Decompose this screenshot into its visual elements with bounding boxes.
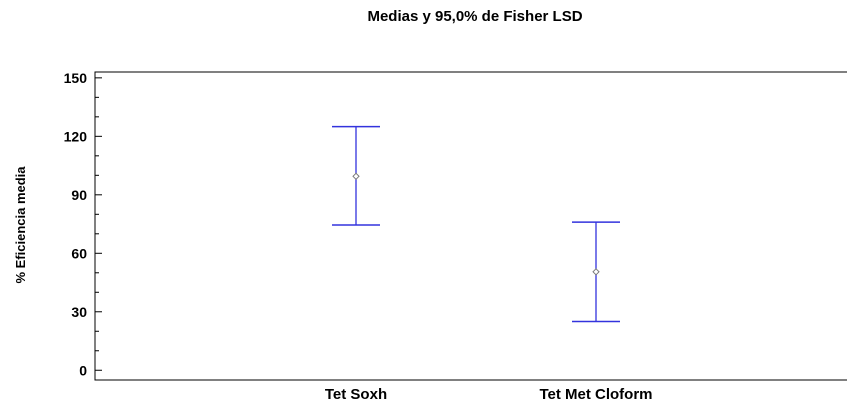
y-tick-label: 30 bbox=[71, 304, 87, 320]
x-category-label: Tet Soxh bbox=[325, 386, 387, 402]
x-category-label: Tet Met Cloform bbox=[539, 386, 652, 402]
interval-2 bbox=[572, 221, 620, 323]
y-tick-label: 120 bbox=[64, 128, 88, 144]
mean-marker bbox=[352, 172, 360, 180]
x-axis-labels: Tet Soxh Tet Met Cloform bbox=[325, 386, 653, 402]
y-axis-ticks: 0 30 60 90 120 150 bbox=[64, 70, 102, 378]
y-axis-label: % Eficiencia media bbox=[13, 166, 28, 284]
chart-title: Medias y 95,0% de Fisher LSD bbox=[367, 8, 582, 25]
plot-frame bbox=[94, 71, 847, 381]
y-tick-label: 90 bbox=[71, 187, 87, 203]
y-tick-label: 150 bbox=[64, 70, 88, 86]
interval-1 bbox=[332, 125, 380, 226]
y-tick-label: 60 bbox=[71, 245, 87, 261]
plot-area-border bbox=[94, 71, 847, 381]
y-tick-label: 0 bbox=[79, 362, 87, 378]
intervals bbox=[332, 125, 620, 323]
mean-marker bbox=[592, 268, 600, 276]
